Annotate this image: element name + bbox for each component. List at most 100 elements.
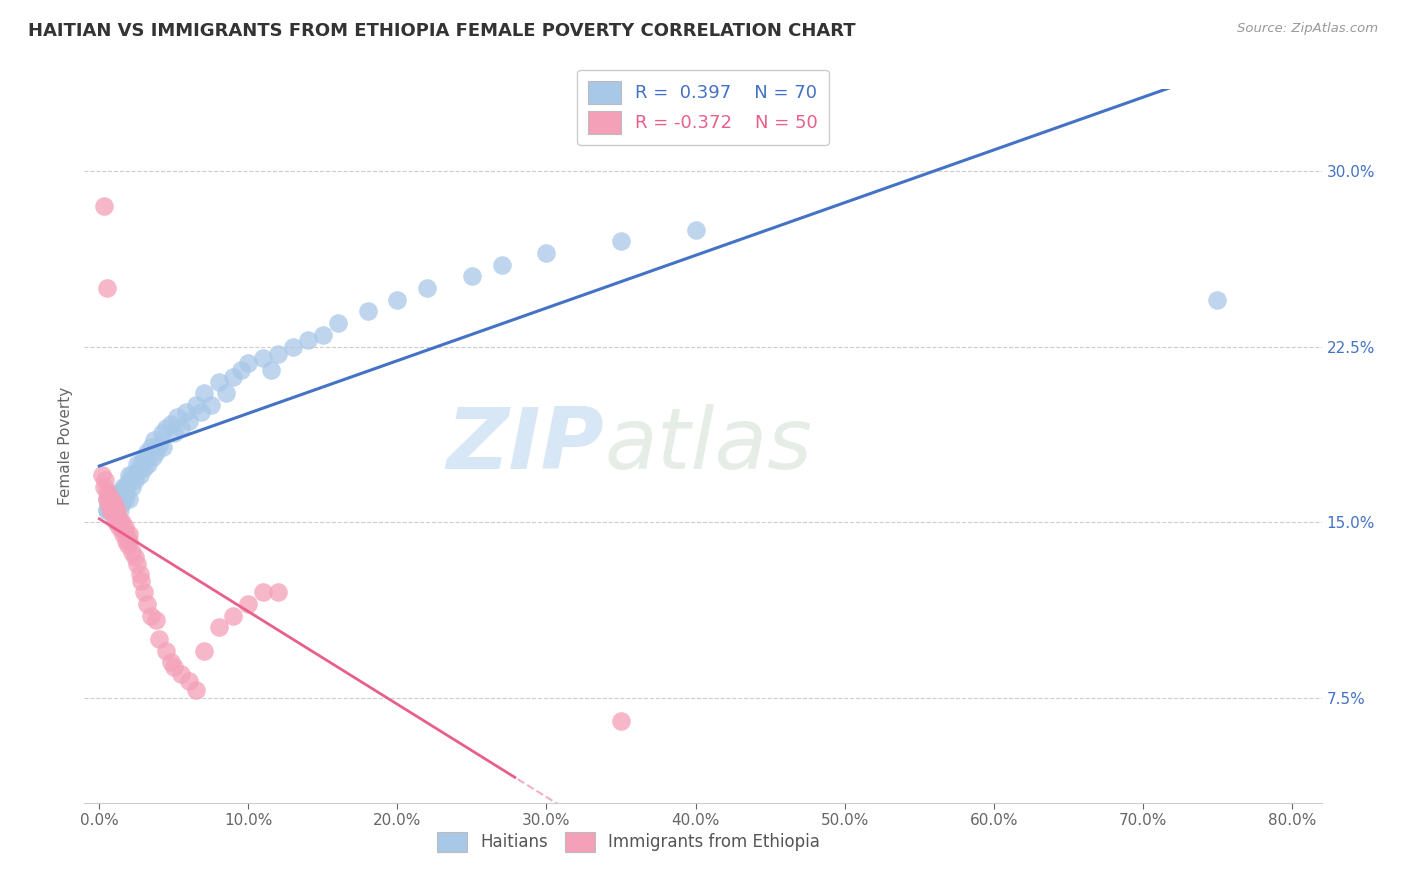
Point — [159, 417, 181, 431]
Point — [141, 608, 163, 623]
Point — [114, 519, 136, 533]
Point — [281, 340, 304, 354]
Point — [312, 327, 335, 342]
Point — [143, 433, 166, 447]
Point — [170, 667, 193, 681]
Point — [96, 491, 118, 506]
Point — [111, 496, 134, 510]
Point — [107, 484, 129, 499]
Point — [297, 333, 319, 347]
Point — [108, 515, 131, 529]
Point — [118, 533, 141, 548]
Point — [132, 461, 155, 475]
Point — [610, 714, 633, 728]
Point — [93, 199, 115, 213]
Point — [97, 487, 120, 501]
Point — [111, 491, 134, 506]
Point — [100, 499, 122, 513]
Point — [222, 370, 245, 384]
Point — [115, 526, 138, 541]
Point — [252, 585, 274, 599]
Point — [155, 644, 177, 658]
Point — [108, 503, 131, 517]
Point — [166, 409, 188, 424]
Point — [97, 496, 120, 510]
Point — [115, 487, 138, 501]
Point — [105, 503, 128, 517]
Point — [124, 550, 146, 565]
Point — [107, 519, 129, 533]
Point — [207, 620, 229, 634]
Point — [491, 258, 513, 272]
Point — [111, 515, 134, 529]
Point — [98, 503, 121, 517]
Text: ZIP: ZIP — [446, 404, 605, 488]
Point — [238, 356, 260, 370]
Point — [125, 557, 148, 571]
Point — [326, 316, 349, 330]
Point — [136, 445, 159, 459]
Text: HAITIAN VS IMMIGRANTS FROM ETHIOPIA FEMALE POVERTY CORRELATION CHART: HAITIAN VS IMMIGRANTS FROM ETHIOPIA FEMA… — [28, 22, 856, 40]
Point — [93, 480, 115, 494]
Point — [96, 503, 118, 517]
Point — [685, 222, 707, 236]
Point — [125, 457, 148, 471]
Point — [215, 386, 238, 401]
Point — [115, 480, 138, 494]
Text: Source: ZipAtlas.com: Source: ZipAtlas.com — [1237, 22, 1378, 36]
Point — [138, 457, 160, 471]
Point — [174, 405, 197, 419]
Point — [105, 496, 128, 510]
Point — [111, 484, 134, 499]
Point — [193, 644, 215, 658]
Point — [132, 450, 155, 464]
Point — [177, 674, 200, 689]
Point — [103, 499, 125, 513]
Point — [103, 487, 125, 501]
Point — [190, 405, 212, 419]
Point — [461, 269, 484, 284]
Point — [104, 515, 127, 529]
Point — [94, 473, 117, 487]
Point — [129, 574, 152, 588]
Point — [132, 585, 155, 599]
Point — [117, 538, 139, 552]
Point — [163, 660, 186, 674]
Point — [163, 426, 186, 441]
Point — [124, 473, 146, 487]
Point — [96, 281, 118, 295]
Point — [145, 613, 167, 627]
Point — [117, 475, 139, 490]
Point — [145, 445, 167, 459]
Point — [193, 386, 215, 401]
Point — [229, 363, 252, 377]
Point — [170, 421, 193, 435]
Point — [238, 597, 260, 611]
Point — [186, 683, 208, 698]
Point — [96, 491, 118, 506]
Point — [121, 468, 143, 483]
Point — [100, 491, 122, 506]
Point — [112, 526, 135, 541]
Point — [112, 480, 135, 494]
Point — [125, 464, 148, 478]
Point — [222, 608, 245, 623]
Point — [103, 503, 125, 517]
Text: atlas: atlas — [605, 404, 813, 488]
Point — [387, 293, 409, 307]
Point — [111, 522, 134, 536]
Point — [121, 545, 143, 559]
Point — [416, 281, 439, 295]
Point — [177, 414, 200, 428]
Point — [207, 375, 229, 389]
Point — [159, 656, 181, 670]
Point — [100, 491, 122, 506]
Point — [267, 346, 290, 360]
Legend: Haitians, Immigrants from Ethiopia: Haitians, Immigrants from Ethiopia — [430, 825, 827, 859]
Point — [252, 351, 274, 366]
Point — [186, 398, 208, 412]
Point — [136, 597, 159, 611]
Point — [536, 246, 558, 260]
Point — [155, 421, 177, 435]
Point — [118, 468, 141, 483]
